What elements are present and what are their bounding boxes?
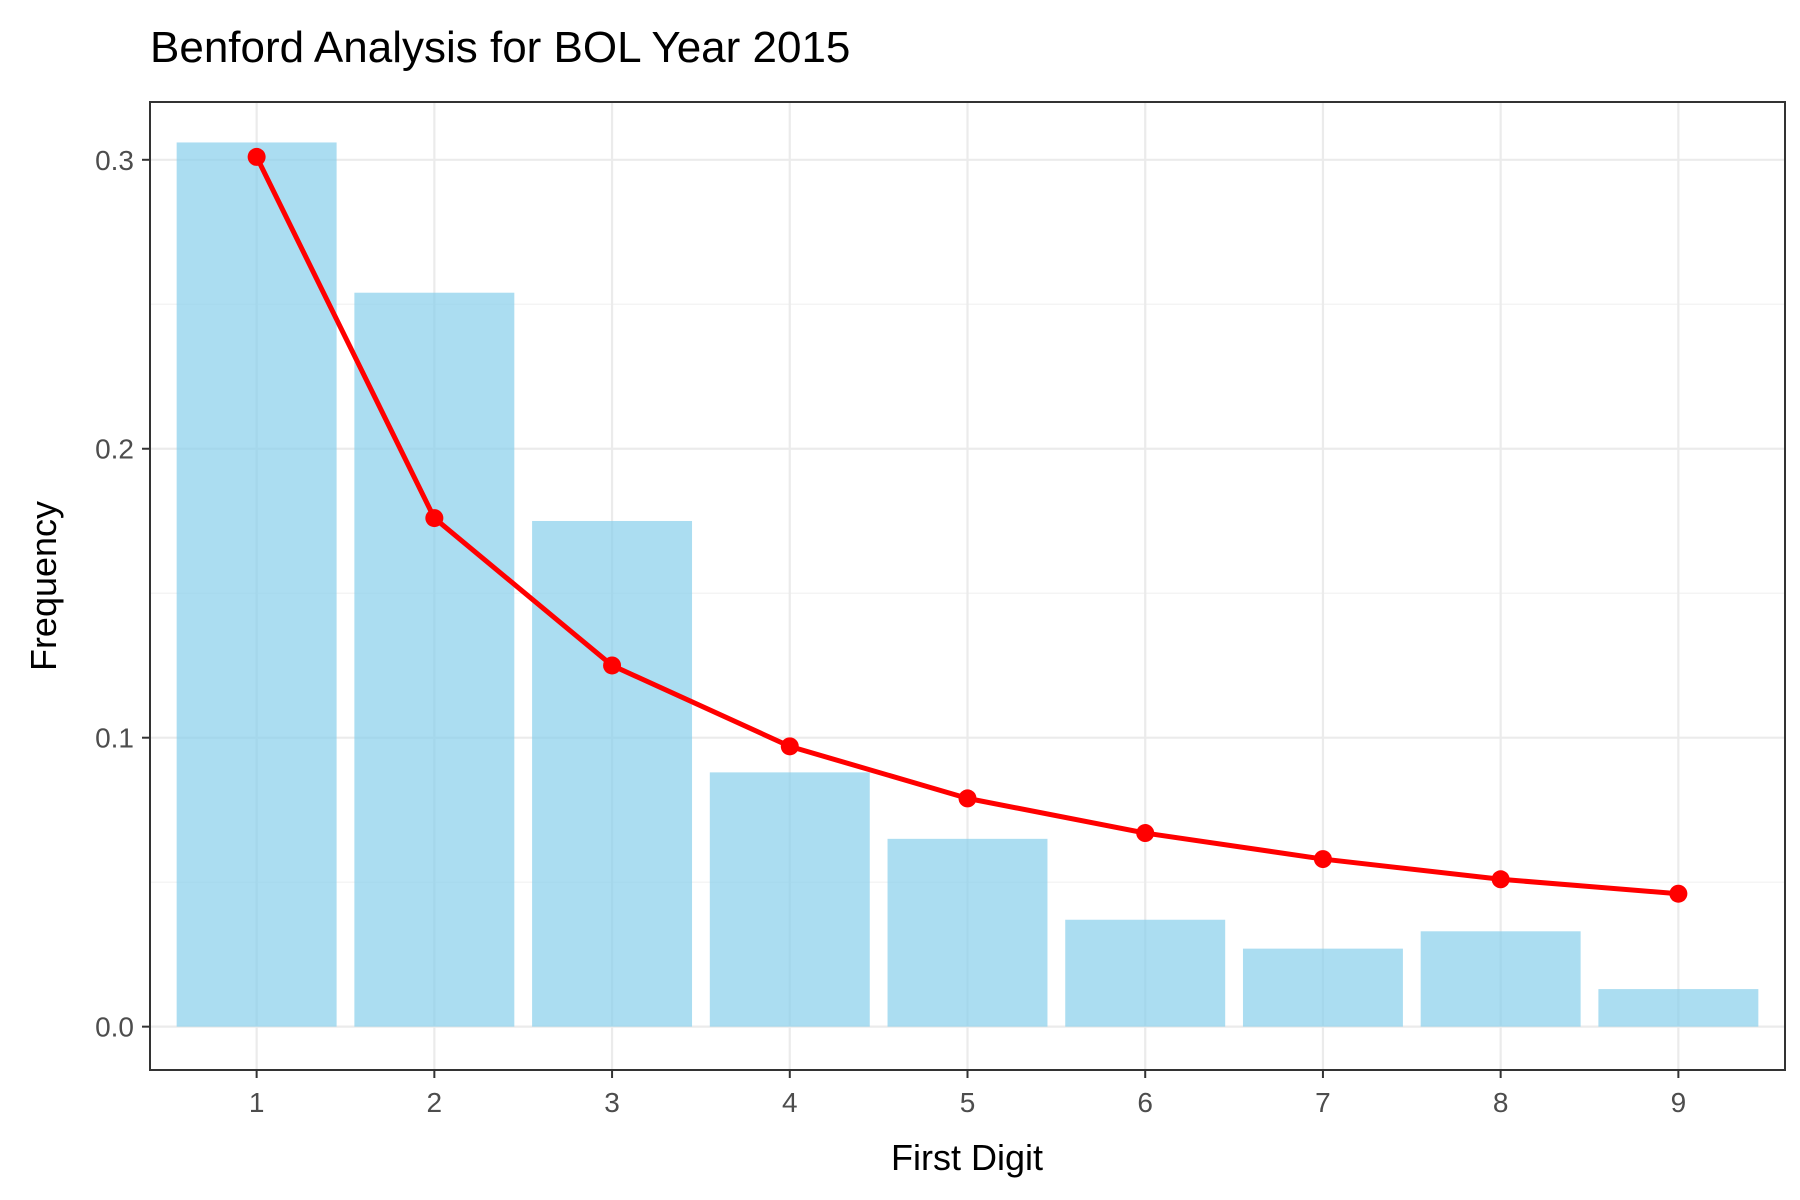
x-tick-label: 5	[960, 1087, 976, 1118]
bar-digit-7	[1242, 948, 1403, 1027]
y-tick-label: 0.2	[95, 434, 134, 465]
x-tick-label: 1	[249, 1087, 265, 1118]
bar-digit-4	[709, 772, 870, 1027]
x-tick-label: 7	[1315, 1087, 1331, 1118]
y-tick-label: 0.3	[95, 145, 134, 176]
bar-digit-1	[176, 142, 337, 1027]
x-tick-label: 3	[604, 1087, 620, 1118]
expected-point-digit-5	[958, 789, 977, 808]
bar-digit-8	[1420, 931, 1581, 1027]
expected-point-digit-2	[425, 509, 444, 528]
expected-point-digit-6	[1136, 824, 1155, 843]
line-series	[247, 147, 1688, 903]
expected-point-digit-7	[1313, 850, 1332, 869]
x-tick-label: 9	[1671, 1087, 1687, 1118]
chart-title: Benford Analysis for BOL Year 2015	[150, 23, 850, 72]
y-tick-label: 0.0	[95, 1012, 134, 1043]
expected-point-digit-4	[780, 737, 799, 756]
y-axis-title: Frequency	[23, 501, 64, 671]
x-tick-label: 4	[782, 1087, 798, 1118]
expected-point-digit-1	[247, 147, 266, 166]
expected-point-digit-3	[603, 656, 622, 675]
x-tick-label: 2	[427, 1087, 443, 1118]
bar-series	[176, 142, 1759, 1027]
x-axis-title: First Digit	[891, 1137, 1043, 1178]
expected-point-digit-8	[1491, 870, 1510, 889]
x-tick-label: 8	[1493, 1087, 1509, 1118]
x-tick-label: 6	[1137, 1087, 1153, 1118]
expected-point-digit-9	[1669, 884, 1688, 903]
y-tick-label: 0.1	[95, 723, 134, 754]
bar-digit-3	[532, 520, 693, 1027]
bar-digit-5	[887, 838, 1048, 1027]
bar-digit-9	[1598, 989, 1759, 1027]
bar-digit-6	[1065, 919, 1226, 1027]
axes: 0.0 0.1 0.2 0.3 1 2 3 4 5 6 7 8 9	[95, 145, 1686, 1118]
